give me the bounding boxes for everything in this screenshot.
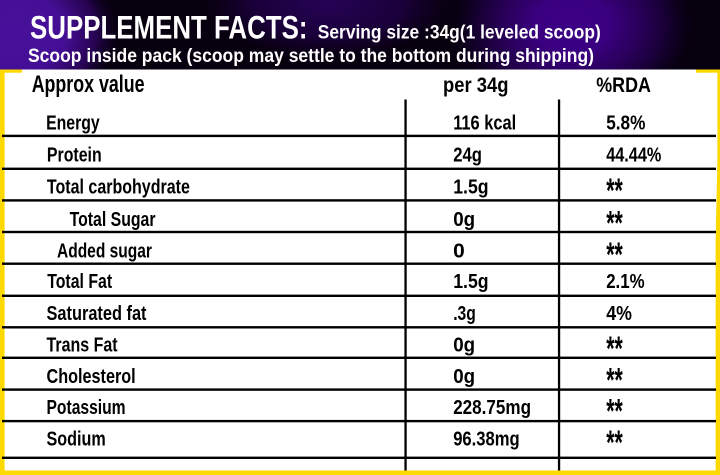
svg-text:5.8%: 5.8%: [606, 113, 645, 135]
svg-text:Total Sugar: Total Sugar: [70, 209, 156, 231]
svg-text:**: **: [606, 330, 623, 368]
svg-text:.3g: .3g: [453, 303, 476, 325]
svg-text:96.38mg: 96.38mg: [453, 429, 520, 451]
svg-text:Scoop inside pack (scoop may s: Scoop inside pack (scoop may settle to t…: [28, 46, 594, 67]
svg-text:0g: 0g: [453, 366, 475, 388]
svg-text:Potassium: Potassium: [47, 397, 126, 419]
svg-text:per 34g: per 34g: [443, 73, 509, 97]
svg-text:1.5g: 1.5g: [453, 271, 488, 293]
svg-text:Sodium: Sodium: [47, 429, 106, 451]
svg-text:**: **: [606, 204, 623, 242]
svg-text:Total carbohydrate: Total carbohydrate: [47, 176, 190, 198]
svg-text:Serving size :34g(1 leveled sc: Serving size :34g(1 leveled scoop): [318, 22, 601, 43]
svg-text:116 kcal: 116 kcal: [453, 113, 516, 135]
svg-text:Protein: Protein: [47, 144, 102, 166]
svg-text:Trans Fat: Trans Fat: [47, 335, 118, 357]
svg-text:Added sugar: Added sugar: [57, 240, 152, 262]
svg-text:**: **: [606, 424, 623, 462]
svg-text:**: **: [606, 236, 623, 274]
svg-text:**: **: [606, 172, 623, 210]
svg-text:228.75mg: 228.75mg: [453, 397, 531, 419]
svg-text:24g: 24g: [453, 144, 482, 166]
svg-text:Cholesterol: Cholesterol: [47, 366, 136, 388]
svg-text:4%: 4%: [606, 303, 632, 325]
svg-text:**: **: [606, 362, 623, 400]
svg-text:%RDA: %RDA: [596, 73, 651, 97]
svg-text:0: 0: [453, 240, 465, 262]
svg-text:2.1%: 2.1%: [606, 271, 645, 293]
svg-text:Energy: Energy: [46, 113, 100, 135]
svg-text:**: **: [606, 392, 623, 430]
svg-text:44.44%: 44.44%: [606, 144, 661, 166]
svg-text:Total Fat: Total Fat: [47, 271, 112, 293]
svg-text:SUPPLEMENT FACTS:: SUPPLEMENT FACTS:: [30, 9, 308, 45]
svg-text:0g: 0g: [453, 335, 475, 357]
svg-text:Approx value: Approx value: [32, 71, 145, 98]
svg-text:1.5g: 1.5g: [453, 176, 488, 198]
svg-text:Saturated fat: Saturated fat: [47, 303, 147, 325]
svg-text:0g: 0g: [453, 209, 475, 231]
